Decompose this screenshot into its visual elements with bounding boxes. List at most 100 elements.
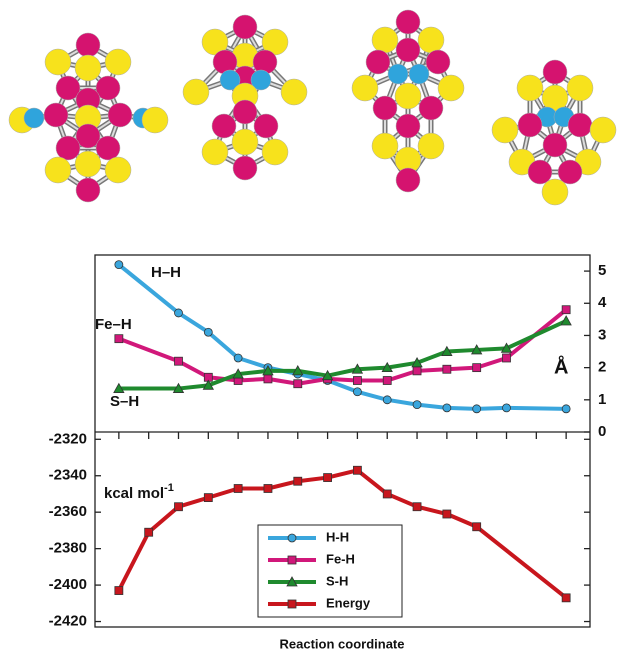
- atom: [233, 15, 257, 39]
- atom: [76, 33, 100, 57]
- figure: H–H Fe–H S–H Å kcal mol-1 Reaction coord…: [0, 0, 621, 655]
- atom: [543, 60, 567, 84]
- marker: [383, 377, 391, 385]
- marker: [294, 477, 302, 485]
- marker: [115, 587, 123, 595]
- hh-label: H–H: [151, 264, 181, 281]
- marker: [443, 404, 451, 412]
- x-axis-label: Reaction coordinate: [280, 636, 405, 651]
- marker: [562, 405, 570, 413]
- atom: [281, 79, 307, 105]
- marker: [413, 503, 421, 511]
- atom: [233, 100, 257, 124]
- marker: [204, 494, 212, 502]
- marker: [503, 404, 511, 412]
- y-tick-label: -2420: [49, 613, 87, 630]
- marker: [413, 367, 421, 375]
- atom: [232, 129, 258, 155]
- atom: [388, 64, 408, 84]
- marker: [443, 365, 451, 373]
- marker: [473, 523, 481, 531]
- atom: [45, 157, 71, 183]
- marker: [562, 594, 570, 602]
- atom: [24, 108, 44, 128]
- y2-tick-label: 1: [598, 391, 606, 408]
- marker: [264, 484, 272, 492]
- y2-tick-label: 4: [598, 294, 607, 311]
- y-tick-label: -2380: [49, 540, 87, 557]
- atom: [142, 107, 168, 133]
- atom: [590, 117, 616, 143]
- marker: [383, 396, 391, 404]
- atom: [395, 83, 421, 109]
- atom: [568, 113, 592, 137]
- y2-tick-label: 3: [598, 326, 606, 343]
- marker: [353, 388, 361, 396]
- atom: [543, 133, 567, 157]
- marker: [353, 377, 361, 385]
- marker: [473, 405, 481, 413]
- atom: [419, 96, 443, 120]
- sh-label: S–H: [110, 393, 139, 410]
- atom: [96, 136, 120, 160]
- marker: [473, 364, 481, 372]
- atom: [44, 103, 68, 127]
- legend-label: Energy: [326, 595, 371, 610]
- y2-tick-label: 0: [598, 423, 606, 440]
- marker: [288, 600, 296, 608]
- atom: [56, 136, 80, 160]
- atom: [518, 113, 542, 137]
- atom: [528, 160, 552, 184]
- atom: [366, 50, 390, 74]
- atom: [105, 157, 131, 183]
- atom: [542, 179, 568, 205]
- atom: [372, 133, 398, 159]
- atom: [492, 117, 518, 143]
- atom: [75, 151, 101, 177]
- legend-label: S-H: [326, 573, 348, 588]
- atom: [418, 133, 444, 159]
- atom: [75, 55, 101, 81]
- atom: [409, 64, 429, 84]
- marker: [145, 528, 153, 536]
- marker: [115, 261, 123, 269]
- atom: [202, 139, 228, 165]
- atom: [262, 139, 288, 165]
- atom: [183, 79, 209, 105]
- atom: [396, 114, 420, 138]
- feh-label: Fe–H: [95, 316, 132, 333]
- y-tick-label: -2360: [49, 503, 87, 520]
- marker: [234, 354, 242, 362]
- y-axis-label: kcal mol-1: [104, 482, 174, 502]
- marker: [294, 380, 302, 388]
- atom: [212, 114, 236, 138]
- marker: [562, 306, 570, 314]
- molecular-structures: [9, 10, 616, 205]
- y-tick-label: -2340: [49, 467, 87, 484]
- marker: [234, 484, 242, 492]
- marker: [115, 335, 123, 343]
- y2-axis-label: Å: [554, 354, 568, 378]
- atom: [396, 168, 420, 192]
- marker: [174, 357, 182, 365]
- legend-label: Fe-H: [326, 551, 355, 566]
- atom: [372, 27, 398, 53]
- marker: [443, 510, 451, 518]
- y2-tick-label: 2: [598, 359, 606, 376]
- y2-tick-label: 5: [598, 262, 606, 279]
- y-tick-label: -2400: [49, 576, 87, 593]
- atom: [418, 27, 444, 53]
- marker: [383, 490, 391, 498]
- atom: [438, 75, 464, 101]
- y-tick-label: -2320: [49, 430, 87, 447]
- marker: [204, 328, 212, 336]
- atom: [45, 49, 71, 75]
- atom: [254, 114, 278, 138]
- atom: [76, 178, 100, 202]
- atom: [567, 75, 593, 101]
- atom: [396, 38, 420, 62]
- marker: [503, 354, 511, 362]
- atom: [517, 75, 543, 101]
- atom: [396, 10, 420, 34]
- marker: [324, 474, 332, 482]
